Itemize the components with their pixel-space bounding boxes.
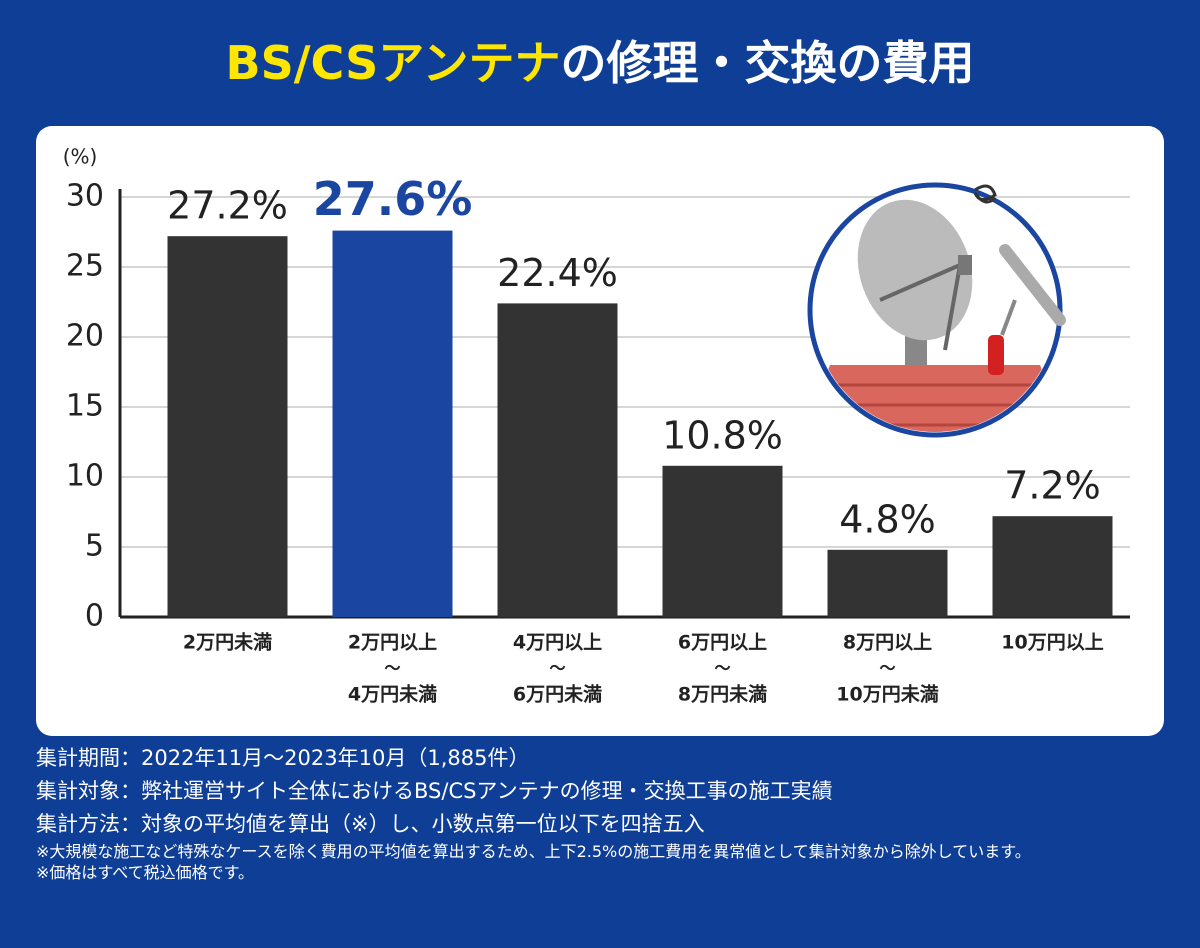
note: 集計方法：対象の平均値を算出（※）し、小数点第一位以下を四捨五入 xyxy=(36,812,705,836)
x-tick-label: ～ xyxy=(384,659,400,678)
title-rest: の修理・交換の費用 xyxy=(560,36,974,90)
value-label: 27.2% xyxy=(167,184,288,228)
x-tick-label: 6万円以上 xyxy=(678,632,767,654)
value-label: 22.4% xyxy=(497,251,618,295)
note: 集計対象：弊社運営サイト全体におけるBS/CSアンテナの修理・交換工事の施工実績 xyxy=(36,779,833,803)
value-label: 7.2% xyxy=(1004,464,1101,508)
bar xyxy=(992,516,1113,617)
bar xyxy=(827,549,948,617)
x-tick-label: 8万円未満 xyxy=(678,683,767,706)
x-tick-label: 4万円未満 xyxy=(348,683,437,706)
notes: 集計期間：2022年11月～2023年10月（1,885件） 集計対象：弊社運営サ… xyxy=(36,742,1176,883)
bar xyxy=(332,230,453,617)
x-tick-label: 2万円以上 xyxy=(348,632,437,654)
y-tick-label: 5 xyxy=(85,529,104,564)
note: 集計期間：2022年11月～2023年10月（1,885件） xyxy=(36,746,530,770)
x-tick-label: 10万円未満 xyxy=(836,683,938,706)
x-tick-label: 10万円以上 xyxy=(1001,632,1103,654)
note: ※大規模な施工など特殊なケースを除く費用の平均値を算出するため、上下2.5%の施… xyxy=(36,842,1031,861)
bar xyxy=(497,303,618,617)
title-highlight: BS/CSアンテナ xyxy=(226,36,561,90)
y-axis-label: (%) xyxy=(63,145,98,169)
x-tick-label: ～ xyxy=(549,659,565,678)
y-tick-label: 25 xyxy=(66,249,104,284)
bar xyxy=(662,465,783,617)
y-tick-label: 10 xyxy=(66,459,104,494)
note: ※価格はすべて税込価格です。 xyxy=(36,863,255,882)
chart-title: BS/CSアンテナの修理・交換の費用 xyxy=(226,36,975,90)
value-label: 27.6% xyxy=(313,172,473,226)
value-label: 10.8% xyxy=(662,413,783,457)
bar xyxy=(167,236,288,617)
x-tick-label: ～ xyxy=(879,659,895,678)
y-tick-label: 0 xyxy=(85,599,104,634)
x-tick-label: ～ xyxy=(714,659,730,678)
x-tick-label: 6万円未満 xyxy=(513,683,602,706)
y-tick-label: 15 xyxy=(66,389,104,424)
chart: BS/CSアンテナの修理・交換の費用 (%) 0 5 10 15 20 25 30 2万円未満… xyxy=(36,36,1164,736)
x-tick-label: 2万円未満 xyxy=(183,631,272,654)
y-tick-label: 30 xyxy=(66,179,104,214)
x-tick-label: 4万円以上 xyxy=(513,632,602,654)
y-tick-label: 20 xyxy=(66,319,104,354)
value-label: 4.8% xyxy=(839,497,936,541)
x-tick-label: 8万円以上 xyxy=(843,632,932,654)
illustration xyxy=(807,182,1066,438)
